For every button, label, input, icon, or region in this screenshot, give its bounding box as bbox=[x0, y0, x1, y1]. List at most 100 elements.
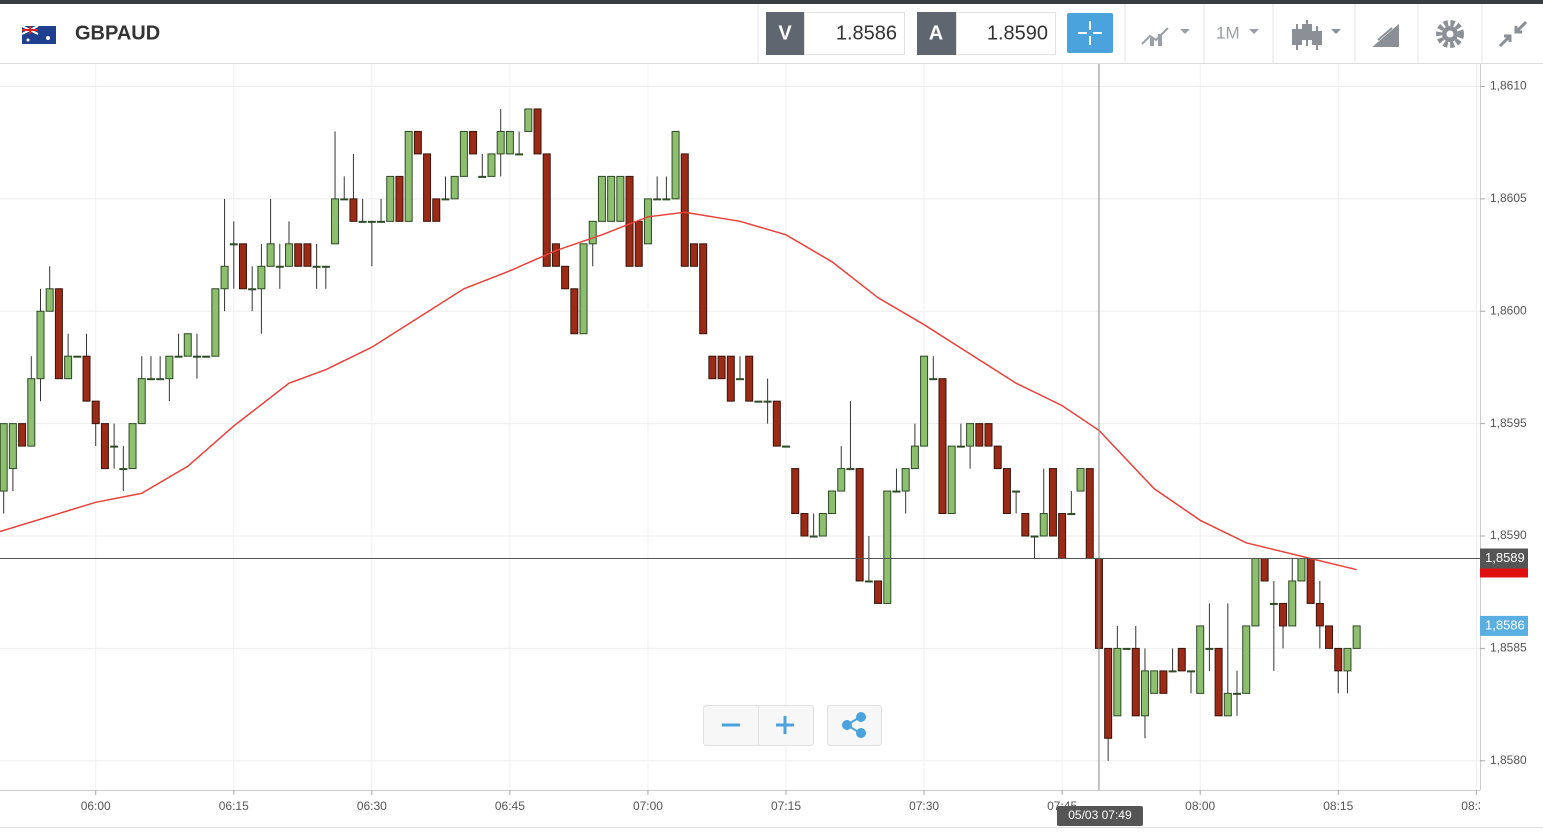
symbol: GBPAUD bbox=[75, 22, 160, 44]
y-tick-label: 1,8610 bbox=[1490, 79, 1527, 93]
top-border bbox=[0, 0, 1543, 4]
separators bbox=[1124, 4, 1483, 63]
candle-body bbox=[413, 130, 422, 155]
ask-box bbox=[956, 12, 1056, 55]
candle-body bbox=[1223, 692, 1232, 717]
candle-body bbox=[1122, 647, 1131, 650]
candle-body bbox=[901, 468, 910, 492]
candle-body bbox=[220, 265, 229, 290]
candle-body bbox=[1269, 602, 1278, 605]
candle-body bbox=[82, 355, 91, 402]
zoom-toolbar bbox=[703, 705, 882, 746]
candle-body bbox=[984, 423, 993, 447]
candle-body bbox=[1251, 557, 1260, 627]
candle-body bbox=[450, 175, 459, 200]
candle-body bbox=[542, 153, 551, 267]
crosshair-icon bbox=[1078, 21, 1102, 45]
bid-button[interactable] bbox=[766, 12, 804, 55]
crosshair-label: 05/03 07:49 bbox=[1068, 808, 1132, 822]
candle-body bbox=[358, 220, 367, 223]
candle-body bbox=[478, 175, 487, 178]
zoom-in-button[interactable] bbox=[776, 716, 794, 734]
candle-body bbox=[837, 468, 846, 492]
candle-body bbox=[367, 220, 376, 223]
ask-label: A bbox=[929, 22, 943, 44]
candle-body bbox=[1030, 535, 1039, 538]
candle-body bbox=[110, 445, 119, 448]
candle-body bbox=[763, 400, 772, 403]
candle-body bbox=[1343, 647, 1352, 672]
x-tick-label: 06:45 bbox=[495, 799, 525, 813]
y-tick-label: 1,8580 bbox=[1490, 753, 1527, 767]
candle-body bbox=[275, 265, 284, 268]
candle-body bbox=[754, 400, 763, 403]
candle-body bbox=[128, 423, 137, 470]
candle-body bbox=[312, 265, 321, 268]
candle-body bbox=[174, 355, 183, 358]
candle-body bbox=[1131, 647, 1140, 717]
candle-body bbox=[36, 310, 45, 380]
candle-body bbox=[505, 130, 514, 155]
candle-style-button[interactable] bbox=[1292, 20, 1341, 50]
candle-body bbox=[966, 423, 975, 447]
timeframe[interactable]: 1M bbox=[1216, 23, 1240, 42]
grid bbox=[0, 64, 1480, 790]
drawing-tool-button[interactable] bbox=[1372, 23, 1399, 47]
candle-body bbox=[947, 445, 956, 515]
crosshair-button[interactable] bbox=[1067, 13, 1113, 53]
chart-type-button[interactable] bbox=[1141, 27, 1190, 46]
candle-body bbox=[791, 468, 800, 515]
candle-body bbox=[165, 355, 174, 380]
candle-body bbox=[64, 355, 73, 380]
candle-body bbox=[699, 243, 708, 335]
candle-body bbox=[266, 243, 275, 267]
candle-body bbox=[689, 243, 698, 267]
candle-body bbox=[653, 198, 662, 201]
candle-body bbox=[285, 243, 294, 267]
candle-body bbox=[229, 243, 238, 246]
candle-body bbox=[929, 378, 938, 381]
share-box bbox=[827, 705, 882, 746]
candle-body bbox=[1325, 625, 1334, 649]
candle-body bbox=[625, 175, 634, 267]
candle-body bbox=[331, 198, 340, 245]
y-tick-label: 1,8605 bbox=[1490, 191, 1527, 205]
candle-body bbox=[257, 265, 266, 290]
candle-body bbox=[588, 220, 597, 245]
y-tick-label: 1,8590 bbox=[1490, 528, 1527, 542]
candle-body bbox=[515, 153, 524, 156]
candle-body bbox=[597, 175, 606, 222]
candle-body bbox=[238, 243, 247, 290]
candle-body bbox=[607, 175, 616, 222]
y-tick-label: 1,8600 bbox=[1490, 303, 1527, 317]
candle-body bbox=[892, 490, 901, 493]
candle-body bbox=[570, 288, 579, 335]
candle-body bbox=[975, 423, 984, 447]
candle-body bbox=[551, 243, 560, 267]
candle-body bbox=[303, 243, 312, 267]
collapse-button[interactable] bbox=[1498, 20, 1528, 48]
candle-body bbox=[1058, 513, 1067, 559]
candle-body bbox=[533, 108, 542, 155]
settings-button[interactable] bbox=[1436, 20, 1464, 48]
x-tick-label: 07:30 bbox=[909, 799, 939, 813]
y-tick-label: 1,8585 bbox=[1490, 641, 1527, 655]
x-tick-label: 08:15 bbox=[1323, 799, 1353, 813]
candle-body bbox=[883, 490, 892, 604]
candle-body bbox=[1297, 557, 1306, 582]
ask-button[interactable] bbox=[917, 12, 956, 55]
candle-body bbox=[993, 445, 1002, 470]
candle-body bbox=[1012, 490, 1021, 493]
candle-body bbox=[496, 130, 505, 155]
candle-body bbox=[910, 445, 919, 470]
axes: 1,8580 1,8585 1,8590 1,8595 1,8600 1,8605 1,86… bbox=[81, 79, 1528, 826]
crosshair-label-box bbox=[1056, 806, 1143, 826]
candle-body bbox=[1196, 625, 1205, 694]
candle-body bbox=[54, 288, 63, 380]
share-button[interactable] bbox=[842, 712, 866, 738]
candle-body bbox=[1288, 580, 1297, 627]
candle-body bbox=[100, 423, 109, 470]
x-tick-label: 08:30 bbox=[1461, 799, 1491, 813]
candle-body bbox=[1113, 647, 1122, 717]
